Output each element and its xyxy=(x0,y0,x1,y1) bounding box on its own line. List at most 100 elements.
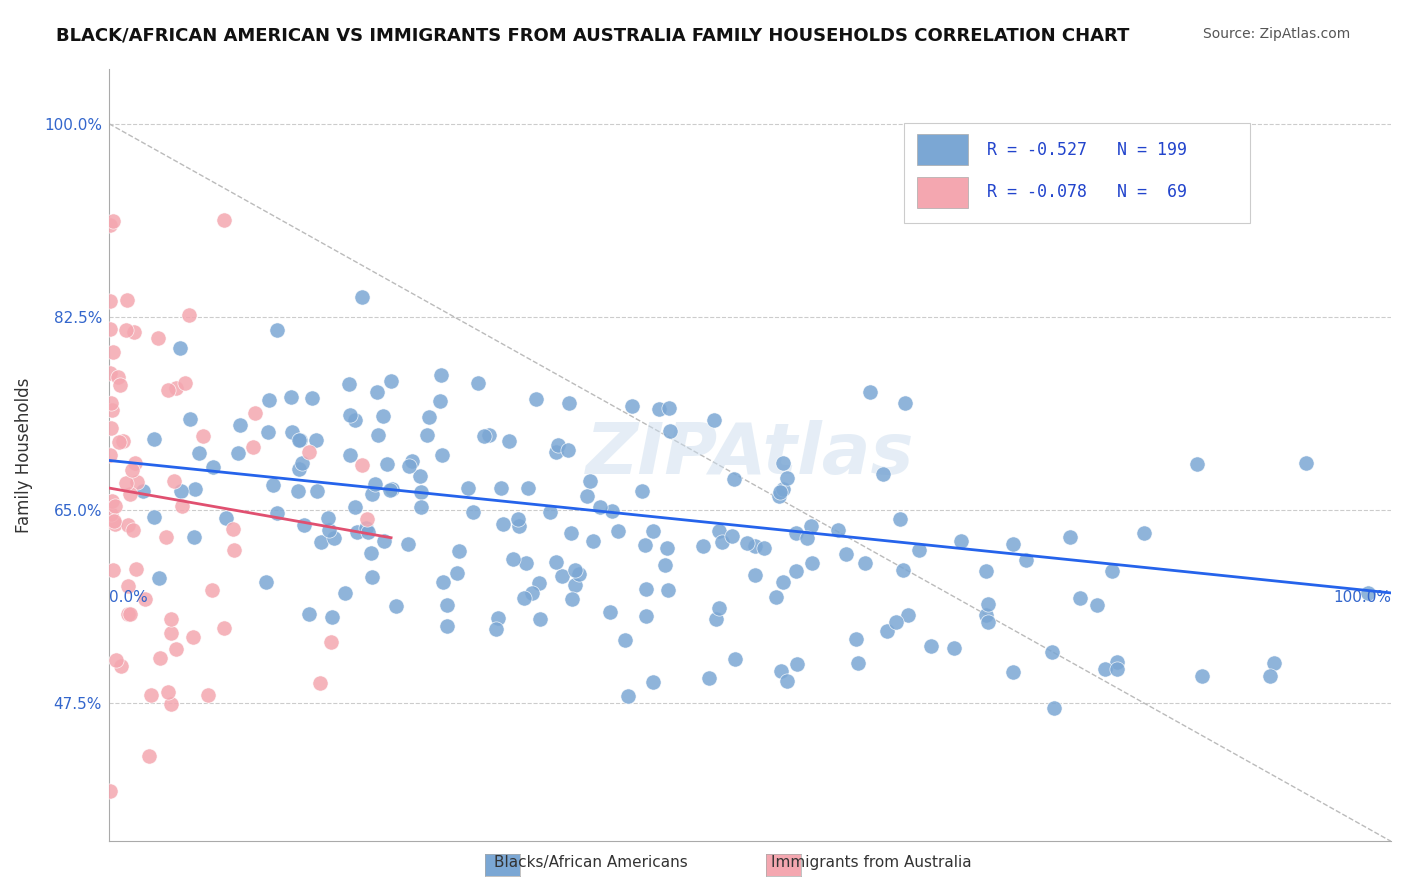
Point xyxy=(633,538,655,552)
Point xyxy=(101,345,124,359)
Point xyxy=(744,568,766,582)
Point xyxy=(614,633,637,648)
Point xyxy=(266,506,288,520)
Point xyxy=(467,376,489,390)
Point xyxy=(381,482,404,496)
Point xyxy=(101,403,124,417)
Point xyxy=(463,505,485,519)
Point xyxy=(243,406,266,420)
Point xyxy=(446,566,468,581)
Point xyxy=(492,516,515,531)
Point xyxy=(384,599,406,613)
Point xyxy=(350,290,373,304)
Point xyxy=(160,612,183,626)
Point xyxy=(641,675,664,690)
Point xyxy=(108,378,131,392)
Point xyxy=(242,441,264,455)
Point xyxy=(1059,530,1081,544)
Point xyxy=(560,525,582,540)
Text: R = -0.527   N = 199: R = -0.527 N = 199 xyxy=(987,141,1187,159)
Point xyxy=(723,472,745,486)
Point xyxy=(117,607,139,621)
Point xyxy=(125,562,148,576)
Point xyxy=(977,597,1000,611)
Point xyxy=(366,384,388,399)
Point xyxy=(360,546,382,560)
Y-axis label: Family Households: Family Households xyxy=(15,377,32,533)
Point xyxy=(174,376,197,390)
Point xyxy=(323,531,346,545)
Point xyxy=(100,218,122,232)
Point xyxy=(288,462,311,476)
Point xyxy=(557,442,579,457)
Point xyxy=(429,394,451,409)
Point xyxy=(776,673,799,688)
Point xyxy=(897,607,920,622)
Point xyxy=(484,622,506,636)
Point xyxy=(292,517,315,532)
Point xyxy=(506,512,529,526)
Point xyxy=(724,652,747,666)
Point xyxy=(188,446,211,460)
Point xyxy=(378,483,401,498)
Point xyxy=(457,481,479,495)
Point xyxy=(108,435,131,450)
Point xyxy=(1107,662,1129,676)
Point xyxy=(343,413,366,427)
Point xyxy=(202,460,225,475)
Point xyxy=(516,482,538,496)
Point xyxy=(170,484,193,499)
Point xyxy=(697,671,720,685)
Point xyxy=(143,433,166,447)
Point xyxy=(134,592,156,607)
Point xyxy=(907,543,929,558)
Point xyxy=(115,476,138,491)
Point xyxy=(346,525,368,540)
Point xyxy=(564,563,586,577)
Point xyxy=(845,632,868,646)
Point xyxy=(1015,553,1038,567)
Point xyxy=(703,413,725,427)
Point xyxy=(100,396,122,410)
Point xyxy=(634,582,657,596)
Point xyxy=(165,381,187,395)
Point xyxy=(398,458,420,473)
Point xyxy=(859,384,882,399)
Point xyxy=(98,322,121,336)
Point xyxy=(321,610,343,624)
Point xyxy=(515,557,537,571)
Point xyxy=(288,433,311,447)
Point xyxy=(121,523,143,537)
Point xyxy=(149,651,172,665)
Point xyxy=(364,477,387,491)
Point xyxy=(350,458,373,472)
Point xyxy=(373,534,395,549)
Point xyxy=(950,533,973,548)
Point xyxy=(589,500,612,514)
Point xyxy=(356,512,378,526)
Point xyxy=(339,448,361,462)
Point xyxy=(141,689,163,703)
Point xyxy=(132,483,155,498)
Point xyxy=(710,534,733,549)
Point xyxy=(157,684,180,698)
Point xyxy=(339,409,361,423)
Point xyxy=(127,475,149,490)
Point xyxy=(1001,537,1024,551)
Point xyxy=(974,607,997,622)
Point xyxy=(291,456,314,470)
Point xyxy=(104,652,127,666)
Point xyxy=(138,748,160,763)
Point xyxy=(489,481,512,495)
Text: ZIPAtlas: ZIPAtlas xyxy=(586,420,914,490)
Point xyxy=(287,484,309,499)
Point xyxy=(101,494,124,508)
Point xyxy=(309,676,332,690)
Point xyxy=(177,308,200,322)
Point xyxy=(356,521,378,535)
Point xyxy=(103,514,125,528)
Point xyxy=(620,399,643,413)
Point xyxy=(367,428,389,442)
Point xyxy=(876,624,898,638)
Point xyxy=(720,529,742,543)
